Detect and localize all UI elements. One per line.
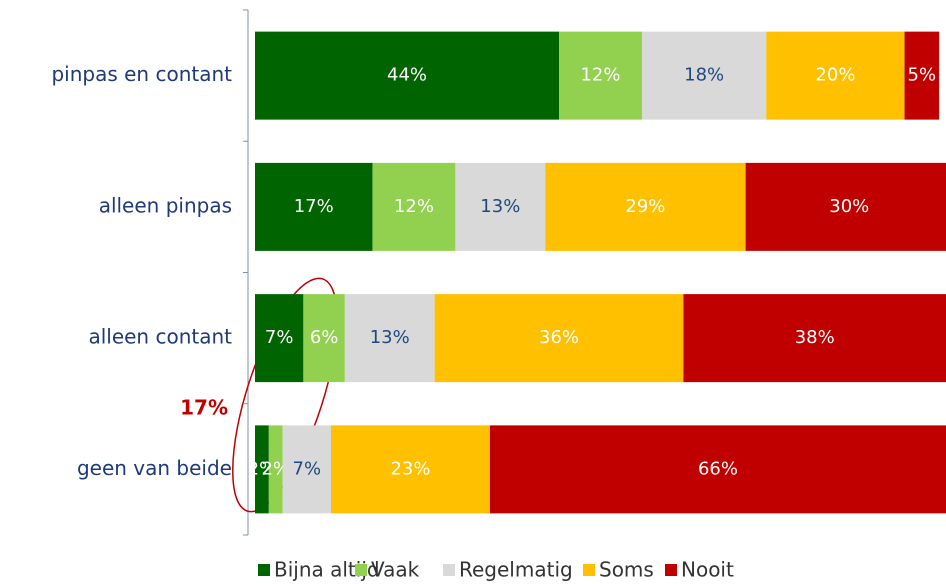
value-label: 18% <box>684 65 724 86</box>
bar-segment <box>489 425 946 514</box>
legend-swatch <box>355 564 367 576</box>
bar-segment <box>545 162 746 251</box>
bar-segment <box>683 294 946 383</box>
value-label: 12% <box>580 65 620 86</box>
legend-label: Vaak <box>371 558 420 582</box>
bar-segment <box>255 425 269 514</box>
legend-swatch <box>443 564 455 576</box>
value-label: 44% <box>387 65 427 86</box>
value-label: 17% <box>294 196 334 217</box>
value-label: 7% <box>265 327 294 348</box>
value-label: 5% <box>908 65 937 86</box>
value-label: 12% <box>394 196 434 217</box>
value-label: 20% <box>815 65 855 86</box>
legend-label: Nooit <box>681 558 734 582</box>
bar-segment <box>331 425 490 514</box>
value-label: 23% <box>390 458 430 479</box>
category-label: geen van beide <box>77 456 232 480</box>
bar-segment <box>372 162 456 251</box>
bar-segment <box>344 294 435 383</box>
legend-label: Regelmatig <box>459 558 573 582</box>
bar-segment <box>303 294 345 383</box>
legend-swatch <box>665 564 677 576</box>
value-label: 66% <box>698 458 738 479</box>
bar-segment <box>282 425 332 514</box>
value-label: 13% <box>480 196 520 217</box>
bar-segment <box>255 294 304 383</box>
highlight-ellipse <box>232 277 338 513</box>
bar-segment <box>641 31 767 120</box>
value-label: 36% <box>539 327 579 348</box>
legend-swatch <box>258 564 270 576</box>
category-label: alleen contant <box>88 325 232 349</box>
bar-segment <box>268 425 283 514</box>
value-label: 13% <box>370 327 410 348</box>
value-label: 30% <box>829 196 869 217</box>
bar-segment <box>904 31 940 120</box>
value-label: 29% <box>625 196 665 217</box>
bar-segment <box>434 294 684 383</box>
bar-segment <box>745 162 946 251</box>
legend-label: Soms <box>599 558 654 582</box>
value-label: 6% <box>310 327 339 348</box>
bar-segment <box>255 31 560 120</box>
category-label: pinpas en contant <box>51 62 232 86</box>
bar-segment <box>255 162 373 251</box>
value-label: 38% <box>795 327 835 348</box>
value-label: 7% <box>293 458 322 479</box>
category-label: alleen pinpas <box>99 193 232 217</box>
bar-segment <box>559 31 642 120</box>
annotation: 17% <box>180 396 228 420</box>
bar-segment <box>455 162 546 251</box>
bar-segment <box>766 31 905 120</box>
legend-swatch <box>583 564 595 576</box>
